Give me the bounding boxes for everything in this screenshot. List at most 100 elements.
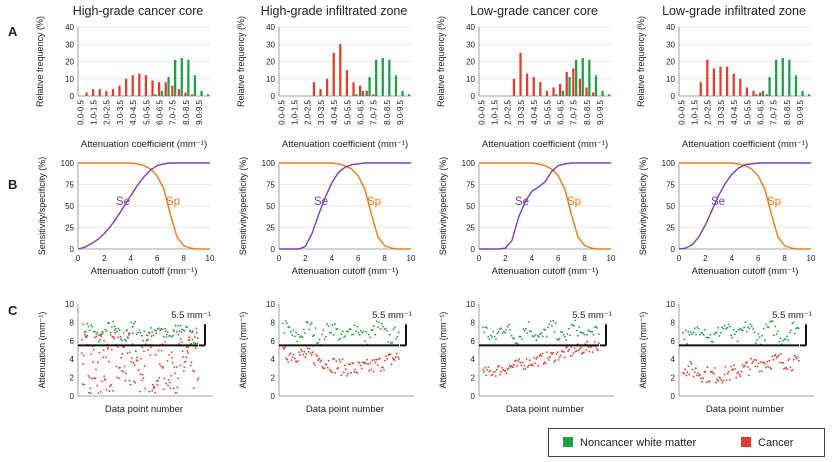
noncancer-point — [196, 337, 199, 339]
noncancer-point — [383, 328, 386, 331]
cancer-point — [511, 366, 514, 369]
noncancer-point — [82, 323, 85, 326]
noncancer-point — [526, 332, 529, 334]
noncancer-point — [393, 326, 396, 329]
cancer-point — [778, 361, 781, 364]
y-tick-label: 4 — [471, 355, 476, 364]
y-axis-label: Sensitivity/specificity (%) — [638, 157, 648, 256]
x-axis-label: Data point number — [105, 404, 183, 415]
cancer-point — [137, 369, 140, 372]
cancer-point — [132, 361, 135, 364]
cancer-point — [697, 372, 699, 375]
noncancer-point — [108, 322, 111, 325]
cancer-point — [153, 385, 155, 388]
cancer-point — [794, 356, 797, 358]
cancer-point — [562, 351, 565, 353]
y-tick-label: 0 — [271, 245, 276, 254]
noncancer-point — [683, 338, 686, 340]
cancer-point — [774, 353, 777, 356]
cancer-bar — [591, 92, 595, 96]
noncancer-bar — [401, 90, 404, 96]
noncancer-point — [553, 331, 556, 333]
cancer-point — [109, 385, 111, 388]
cancer-point — [163, 388, 165, 391]
cancer-point — [489, 369, 492, 372]
specificity-label: Sp — [767, 196, 781, 208]
noncancer-point — [499, 328, 501, 330]
cancer-bar — [539, 82, 542, 96]
noncancer-point — [504, 331, 506, 334]
x-tick-label: 6.0-6.5 — [357, 99, 366, 124]
noncancer-point — [95, 333, 98, 335]
cancer-point — [739, 375, 742, 378]
noncancer-point — [578, 326, 581, 328]
noncancer-point — [491, 336, 493, 338]
cancer-point — [518, 358, 521, 360]
noncancer-point — [101, 332, 104, 334]
cancer-bar — [319, 89, 322, 96]
cancer-point — [517, 360, 519, 362]
histogram-panel: 0 10 20 30 40 0.0-0.5 1.0-1.5 2.0-2.5 3.0-3.5 4.0… — [266, 23, 411, 150]
roc-panel: 0 25 50 75 100 0 2 4 6 8 10 Se Sp Attenuation cutoff … — [662, 159, 816, 277]
x-tick-label: 6.0-6.5 — [757, 99, 766, 124]
noncancer-point — [488, 338, 491, 341]
cancer-point — [189, 329, 192, 332]
noncancer-point — [702, 334, 705, 336]
noncancer-point — [793, 332, 796, 335]
noncancer-point — [493, 335, 496, 338]
noncancer-point — [534, 334, 536, 336]
cancer-point — [684, 368, 686, 371]
noncancer-point — [282, 322, 284, 325]
cancer-point — [172, 387, 175, 390]
cancer-point — [353, 371, 356, 373]
cancer-point — [737, 371, 740, 373]
cancer-point — [187, 352, 189, 354]
cancer-point — [764, 363, 766, 365]
cancer-point — [150, 346, 152, 349]
noncancer-point — [291, 334, 293, 336]
cancer-point — [310, 354, 313, 357]
cancer-bar — [184, 92, 187, 96]
x-tick-label: 0 — [677, 254, 682, 263]
noncancer-point — [308, 328, 310, 331]
cancer-point — [730, 365, 732, 368]
cancer-point — [88, 376, 91, 379]
cancer-point — [588, 350, 591, 353]
cancer-point — [782, 362, 784, 364]
cancer-point — [370, 368, 373, 371]
cancer-point — [524, 368, 527, 370]
threshold-label: 5.5 mm⁻¹ — [572, 310, 612, 321]
noncancer-point — [767, 326, 770, 329]
cancer-point — [769, 366, 772, 369]
sensitivity-curve — [77, 162, 210, 250]
noncancer-bar — [768, 77, 771, 96]
noncancer-point — [508, 323, 510, 326]
cancer-bar — [525, 73, 529, 96]
noncancer-point — [194, 342, 197, 345]
noncancer-bar — [594, 75, 598, 96]
y-axis-label: Relative frequency (%) — [436, 16, 446, 107]
noncancer-point — [751, 325, 753, 328]
x-tick-label: 1.0-1.5 — [491, 99, 500, 124]
cancer-bar — [585, 87, 588, 96]
noncancer-point — [778, 340, 781, 343]
noncancer-point — [340, 333, 343, 335]
cancer-point — [304, 356, 307, 359]
noncancer-point — [743, 326, 745, 329]
y-axis-label: Sensitivity/specificity (%) — [438, 157, 448, 256]
x-axis-label: Attenuation cutoff (mm⁻¹) — [692, 266, 799, 277]
cancer-point — [170, 375, 172, 377]
legend-swatch-noncancer — [563, 437, 573, 447]
cancer-point — [366, 358, 368, 361]
noncancer-point — [532, 335, 535, 338]
noncancer-point — [699, 333, 701, 336]
cancer-point — [708, 380, 711, 383]
noncancer-point — [523, 329, 526, 332]
cancer-point — [687, 365, 690, 368]
cancer-point — [168, 354, 171, 356]
sensitivity-label: Se — [116, 196, 130, 208]
y-tick-label: 2 — [671, 374, 676, 383]
cancer-point — [567, 350, 569, 352]
noncancer-point — [525, 327, 527, 330]
x-tick-label: 3.0-3.5 — [517, 99, 526, 124]
